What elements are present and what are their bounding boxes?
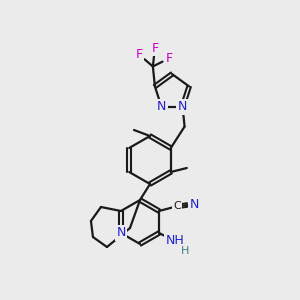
Text: N: N (116, 226, 126, 239)
Text: H: H (181, 246, 189, 256)
Text: N: N (189, 197, 199, 211)
Text: F: F (165, 52, 172, 65)
Text: F: F (135, 48, 142, 61)
Text: NH: NH (166, 235, 184, 248)
Text: N: N (178, 100, 187, 113)
Text: N: N (157, 100, 166, 113)
Text: C: C (173, 201, 181, 211)
Text: F: F (151, 42, 158, 55)
